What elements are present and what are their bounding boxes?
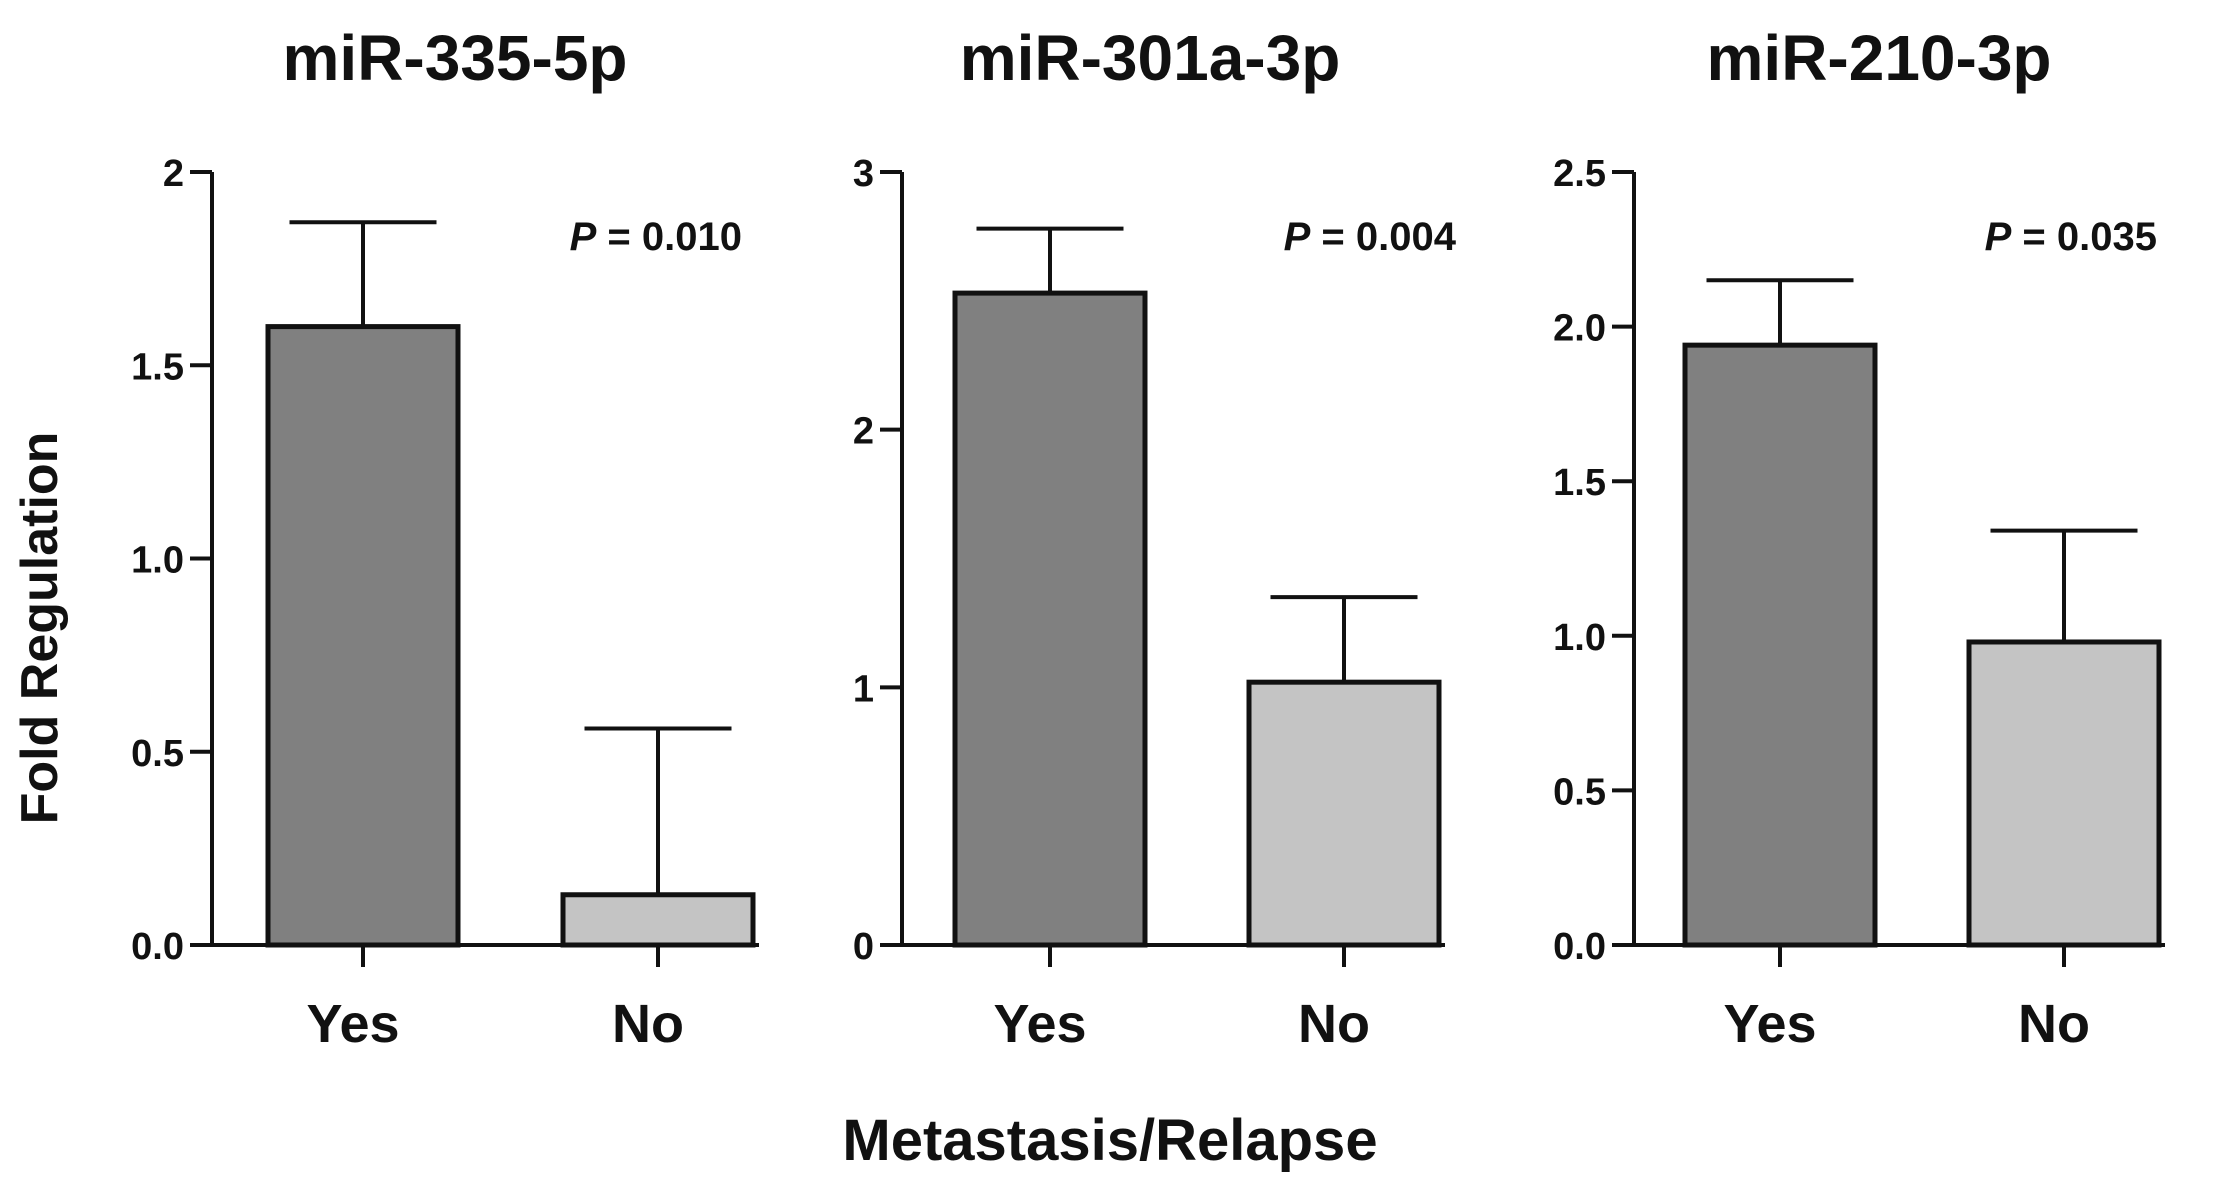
y-tick-label: 2: [163, 153, 184, 195]
bar-no: [1966, 639, 2162, 948]
p-value-annotation: P = 0.035: [1985, 215, 2157, 259]
y-tick-label: 2.0: [1553, 308, 1606, 350]
x-tick-label: Yes: [306, 994, 399, 1054]
bar-no: [1246, 679, 1442, 948]
chart-title: miR-301a-3p: [960, 22, 1341, 94]
y-tick-label: 1.5: [131, 346, 184, 388]
p-value-annotation: P = 0.004: [1284, 215, 1457, 259]
bar-yes: [1682, 342, 1878, 948]
y-tick-label: 2: [853, 411, 874, 453]
y-tick-label: 0.5: [1553, 771, 1606, 813]
y-tick-label: 1.0: [131, 540, 184, 582]
y-tick-label: 0: [853, 926, 874, 968]
x-axis-label: Metastasis/Relapse: [842, 1108, 1377, 1173]
x-tick-label: Yes: [993, 994, 1086, 1054]
chart-panel-3: miR-210-3p 0.0 0.5 1.0 1.5 2.0 2.5 Yes No P = 0.0…: [1553, 22, 2165, 1054]
y-tick-label: 1: [853, 668, 874, 710]
chart-title: miR-335-5p: [283, 22, 628, 94]
y-tick-label: 0.0: [131, 926, 184, 968]
y-tick-label: 0.0: [1553, 926, 1606, 968]
x-tick-label: Yes: [1723, 994, 1816, 1054]
y-tick-label: 1.0: [1553, 617, 1606, 659]
y-axis-label: Fold Regulation: [11, 432, 69, 825]
x-tick-label: No: [612, 994, 684, 1054]
p-value-annotation: P = 0.010: [570, 215, 742, 259]
y-tick-label: 0.5: [131, 733, 184, 775]
bar-yes: [265, 324, 461, 948]
x-tick-label: No: [2018, 994, 2090, 1054]
bar-yes: [952, 290, 1148, 948]
bar-no: [560, 892, 756, 948]
x-tick-label: No: [1298, 994, 1370, 1054]
chart-title: miR-210-3p: [1707, 22, 2052, 94]
chart-panel-1: miR-335-5p 0.0 0.5 1.0 1.5 2 Yes No P = 0.010: [131, 22, 759, 1054]
y-tick-label: 1.5: [1553, 462, 1606, 504]
chart-panel-2: miR-301a-3p 0 1 2 3 Yes No P = 0.004: [853, 22, 1457, 1054]
y-tick-label: 3: [853, 153, 874, 195]
y-tick-label: 2.5: [1553, 153, 1606, 195]
